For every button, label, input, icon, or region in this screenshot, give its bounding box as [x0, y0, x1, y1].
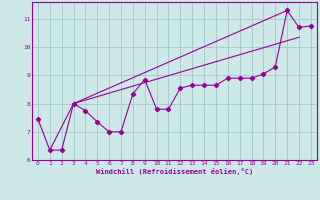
X-axis label: Windchill (Refroidissement éolien,°C): Windchill (Refroidissement éolien,°C): [96, 168, 253, 175]
